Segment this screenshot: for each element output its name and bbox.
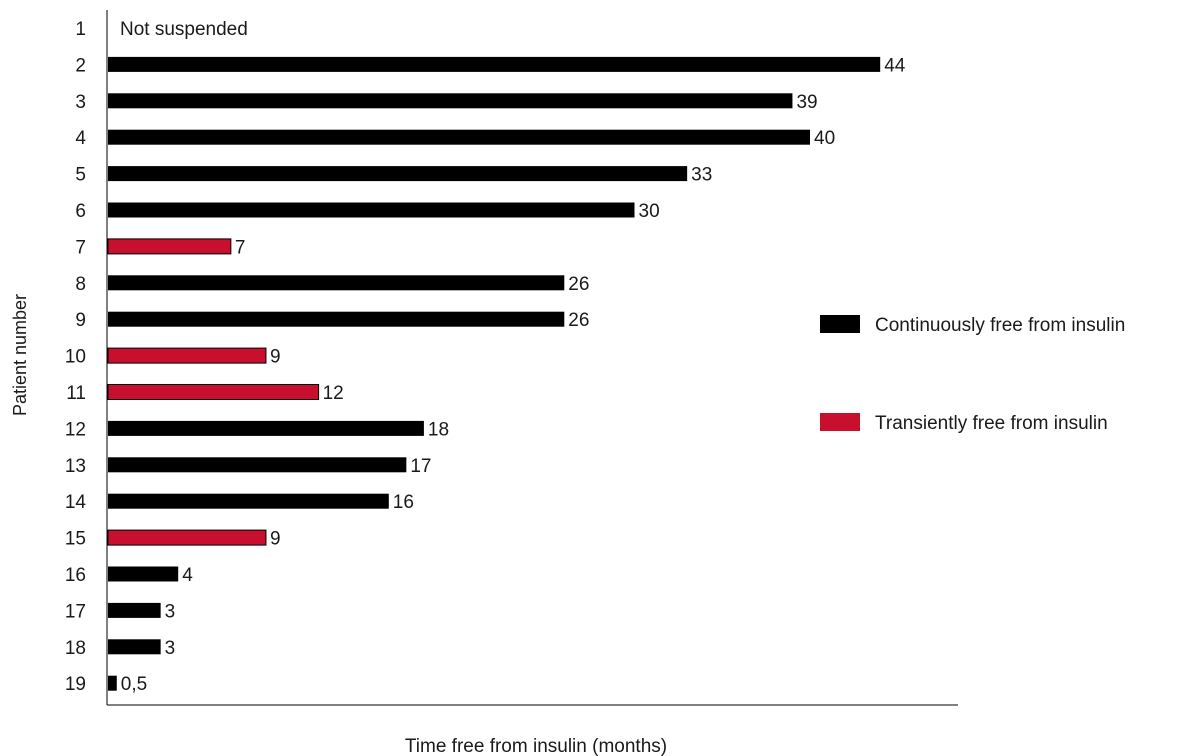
bar-value-label: 4 bbox=[182, 565, 193, 586]
bar-transient bbox=[107, 529, 267, 546]
bar-continuous bbox=[108, 566, 179, 582]
y-tick-label: 19 bbox=[65, 674, 86, 695]
bar-value-label: 18 bbox=[428, 419, 449, 440]
bar-value-label: 9 bbox=[270, 347, 281, 368]
y-tick-label: 16 bbox=[65, 565, 86, 586]
bar-transient bbox=[107, 347, 267, 364]
y-tick-label: 7 bbox=[75, 237, 86, 258]
legend-swatch-continuous bbox=[820, 315, 860, 333]
bar-value-label: 16 bbox=[393, 492, 414, 513]
bar-continuous bbox=[108, 457, 407, 473]
bar-transient bbox=[107, 238, 232, 255]
y-tick-label: 3 bbox=[75, 92, 86, 113]
y-tick-label: 12 bbox=[65, 419, 86, 440]
legend-label-transient: Transiently free from insulin bbox=[875, 413, 1108, 434]
bar-continuous bbox=[108, 311, 565, 327]
bar-continuous bbox=[108, 56, 881, 72]
bar-continuous bbox=[108, 675, 117, 691]
bar-value-label: 40 bbox=[814, 128, 835, 149]
bar-value-label: 0,5 bbox=[121, 674, 147, 695]
y-tick-label: 1 bbox=[75, 19, 86, 40]
y-tick-label: 5 bbox=[75, 165, 86, 186]
legend: Continuously free from insulin Transient… bbox=[820, 315, 1125, 434]
bar-value-label: 12 bbox=[323, 383, 344, 404]
bar-value-label: 30 bbox=[639, 201, 660, 222]
legend-swatch-transient bbox=[820, 413, 860, 431]
x-axis-title: Time free from insulin (months) bbox=[405, 736, 667, 756]
bar-continuous bbox=[108, 420, 424, 436]
bar-continuous bbox=[108, 493, 389, 509]
bar-value-label: 3 bbox=[165, 638, 176, 659]
bar-value-label: 9 bbox=[270, 529, 281, 550]
bar-transient bbox=[107, 384, 320, 400]
y-tick-label: 18 bbox=[65, 638, 86, 659]
bars-layer bbox=[107, 56, 881, 691]
y-tick-label: 8 bbox=[75, 274, 86, 295]
bar-continuous bbox=[108, 639, 161, 655]
bar-continuous bbox=[108, 166, 688, 182]
y-axis-title: Patient number bbox=[10, 294, 30, 416]
bar-continuous bbox=[108, 129, 810, 145]
y-tick-label: 11 bbox=[66, 383, 86, 404]
bar-continuous bbox=[108, 202, 635, 218]
bar-value-label: 33 bbox=[691, 165, 712, 186]
bar-value-label: Not suspended bbox=[120, 19, 248, 40]
y-tick-label: 10 bbox=[65, 347, 86, 368]
bar-value-label: 7 bbox=[235, 237, 246, 258]
bar-value-label: 17 bbox=[410, 456, 431, 477]
bar-value-label: 44 bbox=[884, 55, 906, 76]
y-tick-label: 4 bbox=[75, 128, 86, 149]
y-tick-label: 14 bbox=[65, 492, 87, 513]
y-tick-label: 13 bbox=[65, 456, 86, 477]
bar-value-label: 3 bbox=[165, 601, 176, 622]
bar-continuous bbox=[108, 93, 793, 109]
bar-continuous bbox=[108, 602, 161, 618]
bar-value-label: 39 bbox=[796, 92, 817, 113]
bar-value-label: 26 bbox=[568, 274, 589, 295]
bar-value-label: 26 bbox=[568, 310, 589, 331]
y-tick-label: 9 bbox=[75, 310, 86, 331]
y-tick-label: 15 bbox=[65, 529, 86, 550]
legend-label-continuous: Continuously free from insulin bbox=[875, 315, 1125, 336]
y-tick-label: 6 bbox=[75, 201, 86, 222]
y-tick-label: 2 bbox=[75, 55, 86, 76]
bar-continuous bbox=[108, 275, 565, 291]
y-tick-label: 17 bbox=[65, 601, 86, 622]
